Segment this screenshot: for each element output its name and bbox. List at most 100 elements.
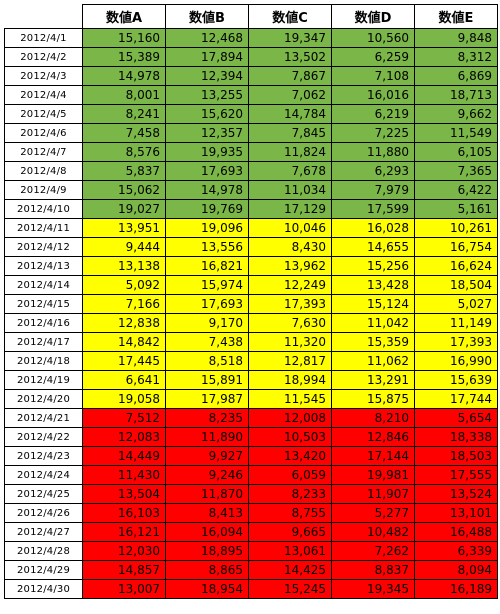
value-cell: 13,524: [414, 484, 498, 504]
value-cell: 13,556: [165, 237, 249, 257]
value-cell: 8,755: [248, 503, 332, 523]
header-row: 数値A 数値B 数値C 数値D 数値E: [4, 4, 498, 29]
value-cell: 14,425: [248, 560, 332, 580]
value-cell: 11,042: [331, 313, 415, 333]
value-cell: 13,061: [248, 541, 332, 561]
date-cell: 2012/4/1: [4, 28, 83, 48]
value-cell: 8,837: [331, 560, 415, 580]
table-row: 2012/4/15 7,166 17,693 17,393 15,124 5,027: [4, 294, 498, 314]
value-cell: 9,927: [165, 446, 249, 466]
table-body: 2012/4/1 15,160 12,468 19,347 10,560 9,848 201…: [4, 28, 498, 599]
value-cell: 12,008: [248, 408, 332, 428]
value-cell: 19,981: [331, 465, 415, 485]
table-row: 2012/4/8 5,837 17,693 7,678 6,293 7,365: [4, 161, 498, 181]
value-cell: 12,394: [165, 66, 249, 86]
value-cell: 12,249: [248, 275, 332, 295]
date-cell: 2012/4/15: [4, 294, 83, 314]
table-row: 2012/4/20 19,058 17,987 11,545 15,875 17,744: [4, 389, 498, 409]
value-cell: 8,001: [82, 85, 166, 105]
value-cell: 17,744: [414, 389, 498, 409]
value-cell: 18,503: [414, 446, 498, 466]
value-cell: 18,338: [414, 427, 498, 447]
value-cell: 10,503: [248, 427, 332, 447]
value-cell: 11,907: [331, 484, 415, 504]
value-cell: 5,654: [414, 408, 498, 428]
table-row: 2012/4/21 7,512 8,235 12,008 8,210 5,654: [4, 408, 498, 428]
corner-cell: [4, 4, 83, 29]
value-cell: 17,393: [248, 294, 332, 314]
value-cell: 10,046: [248, 218, 332, 238]
date-cell: 2012/4/25: [4, 484, 83, 504]
value-cell: 6,105: [414, 142, 498, 162]
value-cell: 7,262: [331, 541, 415, 561]
date-cell: 2012/4/18: [4, 351, 83, 371]
date-cell: 2012/4/26: [4, 503, 83, 523]
date-cell: 2012/4/23: [4, 446, 83, 466]
data-table: 数値A 数値B 数値C 数値D 数値E 2012/4/1 15,160 12,468…: [4, 4, 498, 599]
date-cell: 2012/4/2: [4, 47, 83, 67]
value-cell: 8,413: [165, 503, 249, 523]
value-cell: 8,210: [331, 408, 415, 428]
table-row: 2012/4/25 13,504 11,870 8,233 11,907 13,524: [4, 484, 498, 504]
value-cell: 12,083: [82, 427, 166, 447]
value-cell: 15,359: [331, 332, 415, 352]
value-cell: 15,124: [331, 294, 415, 314]
value-cell: 14,978: [165, 180, 249, 200]
table-row: 2012/4/12 9,444 13,556 8,430 14,655 16,754: [4, 237, 498, 257]
value-cell: 12,030: [82, 541, 166, 561]
value-cell: 7,630: [248, 313, 332, 333]
value-cell: 16,121: [82, 522, 166, 542]
value-cell: 16,488: [414, 522, 498, 542]
value-cell: 6,293: [331, 161, 415, 181]
value-cell: 11,870: [165, 484, 249, 504]
date-cell: 2012/4/14: [4, 275, 83, 295]
table-row: 2012/4/4 8,001 13,255 7,062 16,016 18,713: [4, 85, 498, 105]
header-d: 数値D: [331, 4, 415, 29]
value-cell: 17,987: [165, 389, 249, 409]
header-b: 数値B: [165, 4, 249, 29]
date-cell: 2012/4/24: [4, 465, 83, 485]
value-cell: 17,129: [248, 199, 332, 219]
header-a: 数値A: [82, 4, 166, 29]
value-cell: 7,365: [414, 161, 498, 181]
value-cell: 5,161: [414, 199, 498, 219]
value-cell: 13,951: [82, 218, 166, 238]
value-cell: 13,291: [331, 370, 415, 390]
date-cell: 2012/4/21: [4, 408, 83, 428]
value-cell: 16,103: [82, 503, 166, 523]
table-row: 2012/4/23 14,449 9,927 13,420 17,144 18,503: [4, 446, 498, 466]
value-cell: 10,560: [331, 28, 415, 48]
value-cell: 7,108: [331, 66, 415, 86]
value-cell: 15,062: [82, 180, 166, 200]
date-cell: 2012/4/12: [4, 237, 83, 257]
date-cell: 2012/4/28: [4, 541, 83, 561]
value-cell: 7,867: [248, 66, 332, 86]
value-cell: 6,059: [248, 465, 332, 485]
value-cell: 8,312: [414, 47, 498, 67]
value-cell: 14,655: [331, 237, 415, 257]
value-cell: 13,007: [82, 579, 166, 599]
value-cell: 15,875: [331, 389, 415, 409]
value-cell: 13,138: [82, 256, 166, 276]
value-cell: 16,754: [414, 237, 498, 257]
table-row: 2012/4/26 16,103 8,413 8,755 5,277 13,101: [4, 503, 498, 523]
value-cell: 15,160: [82, 28, 166, 48]
value-cell: 7,678: [248, 161, 332, 181]
value-cell: 14,857: [82, 560, 166, 580]
date-cell: 2012/4/5: [4, 104, 83, 124]
value-cell: 16,094: [165, 522, 249, 542]
value-cell: 19,096: [165, 218, 249, 238]
value-cell: 8,430: [248, 237, 332, 257]
table-row: 2012/4/13 13,138 16,821 13,962 15,256 16,624: [4, 256, 498, 276]
value-cell: 8,241: [82, 104, 166, 124]
value-cell: 19,345: [331, 579, 415, 599]
value-cell: 16,990: [414, 351, 498, 371]
value-cell: 19,935: [165, 142, 249, 162]
value-cell: 16,016: [331, 85, 415, 105]
value-cell: 18,954: [165, 579, 249, 599]
value-cell: 6,869: [414, 66, 498, 86]
date-cell: 2012/4/27: [4, 522, 83, 542]
value-cell: 11,149: [414, 313, 498, 333]
value-cell: 10,482: [331, 522, 415, 542]
value-cell: 8,094: [414, 560, 498, 580]
